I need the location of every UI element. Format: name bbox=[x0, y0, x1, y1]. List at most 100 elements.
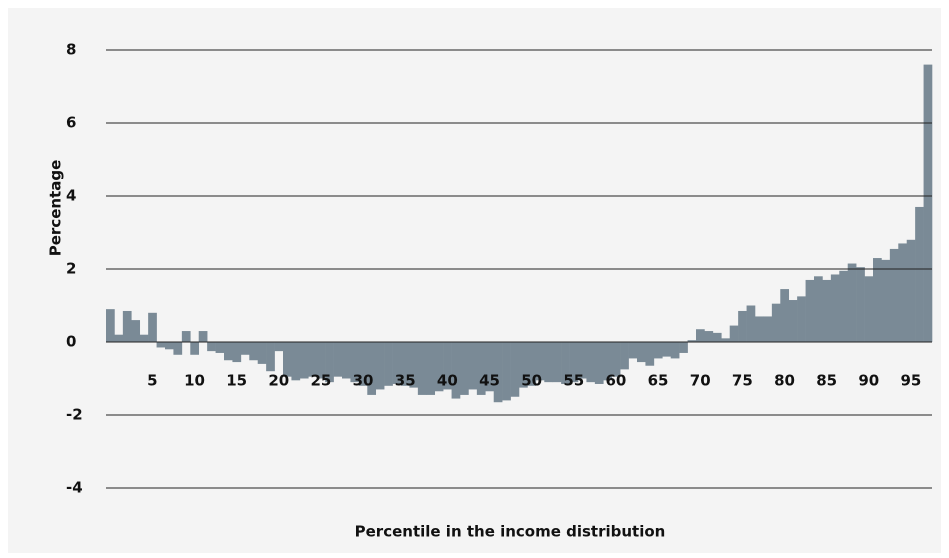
x-tick-label: 45 bbox=[479, 372, 500, 390]
bar bbox=[207, 342, 216, 352]
bar bbox=[122, 310, 132, 342]
bar bbox=[805, 279, 815, 342]
bar bbox=[527, 342, 537, 386]
bar bbox=[257, 342, 267, 364]
bar bbox=[468, 342, 478, 390]
bar bbox=[106, 309, 115, 342]
bar bbox=[283, 342, 292, 377]
bar bbox=[173, 342, 183, 355]
chart-background bbox=[8, 8, 941, 553]
bar bbox=[856, 267, 865, 342]
y-tick-label: 6 bbox=[66, 114, 76, 132]
bar bbox=[358, 342, 368, 386]
y-tick-label: 0 bbox=[66, 333, 76, 351]
bar bbox=[915, 206, 924, 342]
x-tick-label: 35 bbox=[395, 372, 416, 390]
bar bbox=[333, 342, 343, 377]
y-tick-label: -4 bbox=[66, 479, 83, 497]
bar bbox=[148, 312, 157, 342]
bar bbox=[291, 342, 301, 381]
bar bbox=[460, 342, 469, 395]
bar bbox=[308, 342, 318, 377]
bar bbox=[628, 342, 638, 359]
bar bbox=[839, 270, 849, 342]
bar bbox=[847, 263, 857, 342]
bar bbox=[375, 342, 385, 390]
y-axis-label: Percentage bbox=[47, 160, 65, 257]
bar bbox=[165, 342, 174, 350]
bar bbox=[114, 334, 124, 342]
bar bbox=[873, 258, 882, 342]
bar bbox=[510, 342, 520, 397]
bar bbox=[493, 342, 503, 403]
bar bbox=[603, 342, 613, 381]
bar bbox=[923, 64, 933, 342]
bar bbox=[620, 342, 629, 370]
bar bbox=[519, 342, 528, 388]
bar bbox=[637, 342, 646, 363]
x-tick-label: 65 bbox=[648, 372, 669, 390]
x-tick-label: 40 bbox=[437, 372, 458, 390]
bar bbox=[417, 342, 427, 395]
bar bbox=[906, 239, 916, 342]
bar bbox=[721, 338, 731, 342]
bar bbox=[434, 342, 444, 392]
bar bbox=[898, 243, 908, 342]
bar bbox=[670, 342, 680, 359]
bar bbox=[594, 342, 604, 384]
x-tick-label: 85 bbox=[816, 372, 837, 390]
bar bbox=[755, 316, 764, 342]
bar bbox=[679, 342, 688, 353]
bar bbox=[788, 300, 798, 342]
x-tick-label: 80 bbox=[774, 372, 795, 390]
bar bbox=[401, 342, 410, 386]
bar bbox=[653, 342, 663, 359]
bar bbox=[392, 342, 402, 384]
bar bbox=[367, 342, 377, 395]
bar bbox=[552, 342, 562, 383]
bar bbox=[687, 340, 697, 342]
bar bbox=[409, 342, 419, 388]
bar bbox=[578, 342, 587, 379]
x-tick-label: 25 bbox=[310, 372, 331, 390]
x-tick-label: 20 bbox=[268, 372, 289, 390]
bar bbox=[746, 305, 756, 342]
bar bbox=[738, 310, 747, 342]
bar bbox=[822, 279, 832, 342]
bar bbox=[215, 342, 225, 353]
bar bbox=[771, 303, 781, 342]
bar bbox=[544, 342, 554, 383]
bar bbox=[889, 248, 899, 342]
y-tick-label: 2 bbox=[66, 260, 76, 278]
x-tick-label: 15 bbox=[226, 372, 247, 390]
bar bbox=[139, 334, 149, 342]
x-tick-label: 30 bbox=[353, 372, 374, 390]
bar bbox=[645, 342, 655, 366]
bar bbox=[266, 342, 275, 372]
y-tick-label: 4 bbox=[66, 187, 76, 205]
bar bbox=[611, 342, 621, 377]
bar bbox=[763, 316, 773, 342]
x-axis-label: Percentile in the income distribution bbox=[355, 523, 666, 541]
x-tick-label: 95 bbox=[900, 372, 921, 390]
bar bbox=[712, 332, 722, 342]
bar bbox=[198, 331, 208, 342]
x-tick-label: 70 bbox=[690, 372, 711, 390]
bar bbox=[586, 342, 596, 383]
bar bbox=[569, 342, 579, 383]
bar bbox=[384, 342, 393, 386]
bar bbox=[342, 342, 351, 379]
bar bbox=[662, 342, 672, 357]
bar bbox=[704, 331, 714, 342]
bar bbox=[535, 342, 545, 381]
x-tick-label: 10 bbox=[184, 372, 205, 390]
bar bbox=[240, 342, 250, 355]
bar bbox=[451, 342, 461, 399]
bar bbox=[224, 342, 233, 361]
x-tick-label: 75 bbox=[732, 372, 753, 390]
bar bbox=[325, 342, 334, 383]
x-tick-label: 55 bbox=[563, 372, 584, 390]
bar bbox=[864, 276, 874, 342]
y-tick-label: -2 bbox=[66, 406, 83, 424]
